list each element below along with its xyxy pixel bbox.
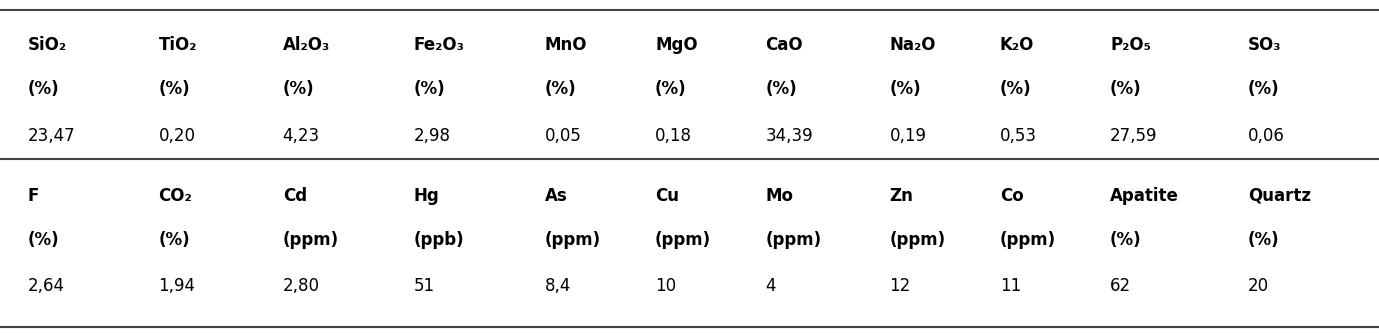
Text: 51: 51 <box>414 277 434 295</box>
Text: (%): (%) <box>159 80 190 98</box>
Text: (%): (%) <box>765 80 797 98</box>
Text: 12: 12 <box>889 277 910 295</box>
Text: Apatite: Apatite <box>1110 187 1179 205</box>
Text: 2,64: 2,64 <box>28 277 65 295</box>
Text: As: As <box>545 187 567 205</box>
Text: (ppb): (ppb) <box>414 230 465 249</box>
Text: P₂O₅: P₂O₅ <box>1110 36 1151 54</box>
Text: (%): (%) <box>283 80 314 98</box>
Text: (%): (%) <box>1110 230 1142 249</box>
Text: (%): (%) <box>28 230 59 249</box>
Text: Quartz: Quartz <box>1248 187 1311 205</box>
Text: 0,53: 0,53 <box>1000 127 1037 145</box>
Text: 34,39: 34,39 <box>765 127 814 145</box>
Text: CaO: CaO <box>765 36 803 54</box>
Text: Fe₂O₃: Fe₂O₃ <box>414 36 465 54</box>
Text: 10: 10 <box>655 277 676 295</box>
Text: (%): (%) <box>28 80 59 98</box>
Text: TiO₂: TiO₂ <box>159 36 197 54</box>
Text: (%): (%) <box>545 80 576 98</box>
Text: SO₃: SO₃ <box>1248 36 1281 54</box>
Text: 4,23: 4,23 <box>283 127 320 145</box>
Text: 23,47: 23,47 <box>28 127 76 145</box>
Text: (%): (%) <box>655 80 687 98</box>
Text: K₂O: K₂O <box>1000 36 1034 54</box>
Text: 0,18: 0,18 <box>655 127 692 145</box>
Text: (ppm): (ppm) <box>1000 230 1056 249</box>
Text: 11: 11 <box>1000 277 1020 295</box>
Text: MgO: MgO <box>655 36 698 54</box>
Text: (ppm): (ppm) <box>765 230 822 249</box>
Text: Co: Co <box>1000 187 1023 205</box>
Text: Al₂O₃: Al₂O₃ <box>283 36 330 54</box>
Text: 4: 4 <box>765 277 776 295</box>
Text: CO₂: CO₂ <box>159 187 192 205</box>
Text: Hg: Hg <box>414 187 440 205</box>
Text: MnO: MnO <box>545 36 587 54</box>
Text: (%): (%) <box>1110 80 1142 98</box>
Text: (%): (%) <box>889 80 921 98</box>
Text: Cu: Cu <box>655 187 678 205</box>
Text: 62: 62 <box>1110 277 1131 295</box>
Text: (%): (%) <box>1248 80 1280 98</box>
Text: (ppm): (ppm) <box>655 230 712 249</box>
Text: (%): (%) <box>1000 80 1031 98</box>
Text: Zn: Zn <box>889 187 913 205</box>
Text: 1,94: 1,94 <box>159 277 196 295</box>
Text: 2,98: 2,98 <box>414 127 451 145</box>
Text: (ppm): (ppm) <box>889 230 946 249</box>
Text: 20: 20 <box>1248 277 1269 295</box>
Text: 8,4: 8,4 <box>545 277 571 295</box>
Text: 0,06: 0,06 <box>1248 127 1285 145</box>
Text: 27,59: 27,59 <box>1110 127 1157 145</box>
Text: Cd: Cd <box>283 187 306 205</box>
Text: 0,05: 0,05 <box>545 127 582 145</box>
Text: 0,19: 0,19 <box>889 127 927 145</box>
Text: 2,80: 2,80 <box>283 277 320 295</box>
Text: SiO₂: SiO₂ <box>28 36 66 54</box>
Text: (ppm): (ppm) <box>545 230 601 249</box>
Text: Mo: Mo <box>765 187 793 205</box>
Text: (%): (%) <box>1248 230 1280 249</box>
Text: F: F <box>28 187 39 205</box>
Text: (ppm): (ppm) <box>283 230 339 249</box>
Text: (%): (%) <box>159 230 190 249</box>
Text: Na₂O: Na₂O <box>889 36 936 54</box>
Text: (%): (%) <box>414 80 445 98</box>
Text: 0,20: 0,20 <box>159 127 196 145</box>
